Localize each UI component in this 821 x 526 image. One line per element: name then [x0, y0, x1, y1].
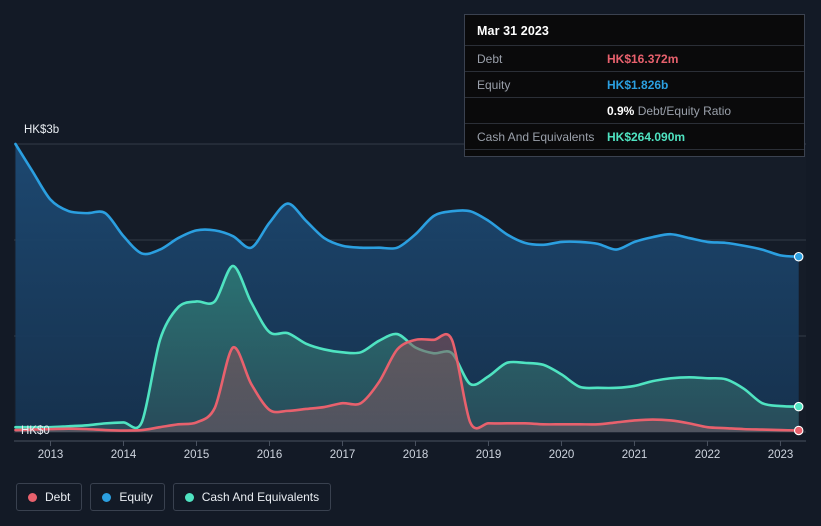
legend-color-dot-cash-and-equivalents — [184, 492, 194, 502]
y-axis-label-top: HK$3b — [24, 124, 60, 136]
tooltip-footer-divider — [465, 149, 804, 156]
y-axis-label-bottom: HK$0 — [21, 425, 50, 437]
tooltip-label-debt: Debt — [477, 51, 503, 66]
series-line-cash-and-equivalents — [14, 264, 800, 430]
x-axis-tick-label-2016: 2016 — [256, 449, 283, 461]
tooltip-panel: Mar 31 2023 Debt HK$16.372m Equity HK$1.… — [464, 14, 805, 157]
x-axis-tick-label-2014: 2014 — [110, 449, 137, 461]
x-axis-tick-label-2023: 2023 — [767, 449, 794, 461]
x-axis-tick-label-2018: 2018 — [402, 449, 429, 461]
x-axis-tick-label-2015: 2015 — [183, 449, 210, 461]
x-axis-line — [14, 440, 806, 446]
tooltip-row-equity: Equity HK$1.826b — [465, 71, 804, 97]
endpoint-dot-equity — [793, 251, 804, 262]
tooltip-value-debt: HK$16.372m — [607, 51, 679, 66]
tooltip-label-equity: Equity — [477, 77, 511, 92]
series-endpoints — [793, 251, 804, 436]
legend-label-cash-and-equivalents: Cash And Equivalents — [201, 490, 320, 504]
legend-item-cash-and-equivalents[interactable]: Cash And Equivalents — [172, 483, 332, 511]
tooltip-row-cash: Cash And Equivalents HK$264.090m — [465, 123, 804, 149]
x-axis-tick-label-2017: 2017 — [329, 449, 356, 461]
legend-item-debt[interactable]: Debt — [16, 483, 83, 511]
tooltip-value-ratio: 0.9% Debt/Equity Ratio — [607, 104, 731, 118]
x-axis-tick-label-2013: 2013 — [37, 449, 64, 461]
tooltip-title: Mar 31 2023 — [477, 24, 549, 38]
legend-item-equity[interactable]: Equity — [90, 483, 165, 511]
endpoint-dot-debt — [793, 425, 804, 436]
tooltip-row-debt: Debt HK$16.372m — [465, 45, 804, 71]
legend-color-dot-equity — [102, 492, 112, 502]
tooltip-ratio-number: 0.9% — [607, 103, 635, 118]
endpoint-dot-cash-and-equivalents — [793, 401, 804, 412]
tooltip-ratio-text: Debt/Equity Ratio — [637, 103, 732, 118]
chart-legend: Debt Equity Cash And Equivalents — [16, 483, 332, 511]
x-axis-tick-label-2019: 2019 — [475, 449, 502, 461]
tooltip-value-cash: HK$264.090m — [607, 129, 686, 144]
tooltip-row-ratio: 0.9% Debt/Equity Ratio — [465, 97, 804, 123]
series-area-debt — [15, 334, 799, 432]
series-debt — [14, 332, 800, 432]
x-axis-tick-label-2022: 2022 — [694, 449, 721, 461]
tooltip-value-equity: HK$1.826b — [607, 77, 669, 92]
series-line-debt — [14, 332, 800, 432]
x-axis-tick-label-2020: 2020 — [548, 449, 575, 461]
legend-label-equity: Equity — [119, 490, 153, 504]
legend-label-debt: Debt — [45, 490, 71, 504]
series-line-equity — [14, 142, 800, 258]
x-axis-tick-label-2021: 2021 — [621, 449, 648, 461]
legend-color-dot-debt — [28, 492, 37, 502]
tooltip-label-cash: Cash And Equivalents — [477, 129, 595, 144]
